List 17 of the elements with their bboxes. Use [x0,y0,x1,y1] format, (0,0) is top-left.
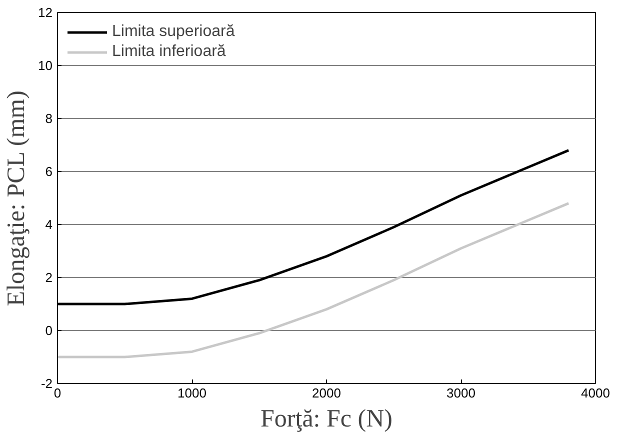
y-tick-label: -2 [40,376,53,391]
x-tick-label: 2000 [312,386,341,400]
x-tick-label: 4000 [581,386,610,400]
y-tick-label: 4 [45,217,53,232]
line-series [58,202,570,358]
y-tick-label: 2 [45,270,53,285]
legend-label: Limita superioară [112,23,235,41]
y-tick-label: 10 [38,58,53,73]
y-tick-label: 0 [45,323,53,338]
x-tick-label: 1000 [178,386,206,400]
y-axis-title: Elongaţie: PCL (mm) [3,90,30,306]
y-tick-label: 12 [38,5,53,20]
x-tick-label: 3000 [446,386,476,400]
legend-label: Limita inferioară [112,43,226,61]
y-tick-label: 6 [45,164,53,179]
y-tick-label: 8 [45,111,53,126]
x-axis-title: Forţă: Fc (N) [260,406,392,432]
